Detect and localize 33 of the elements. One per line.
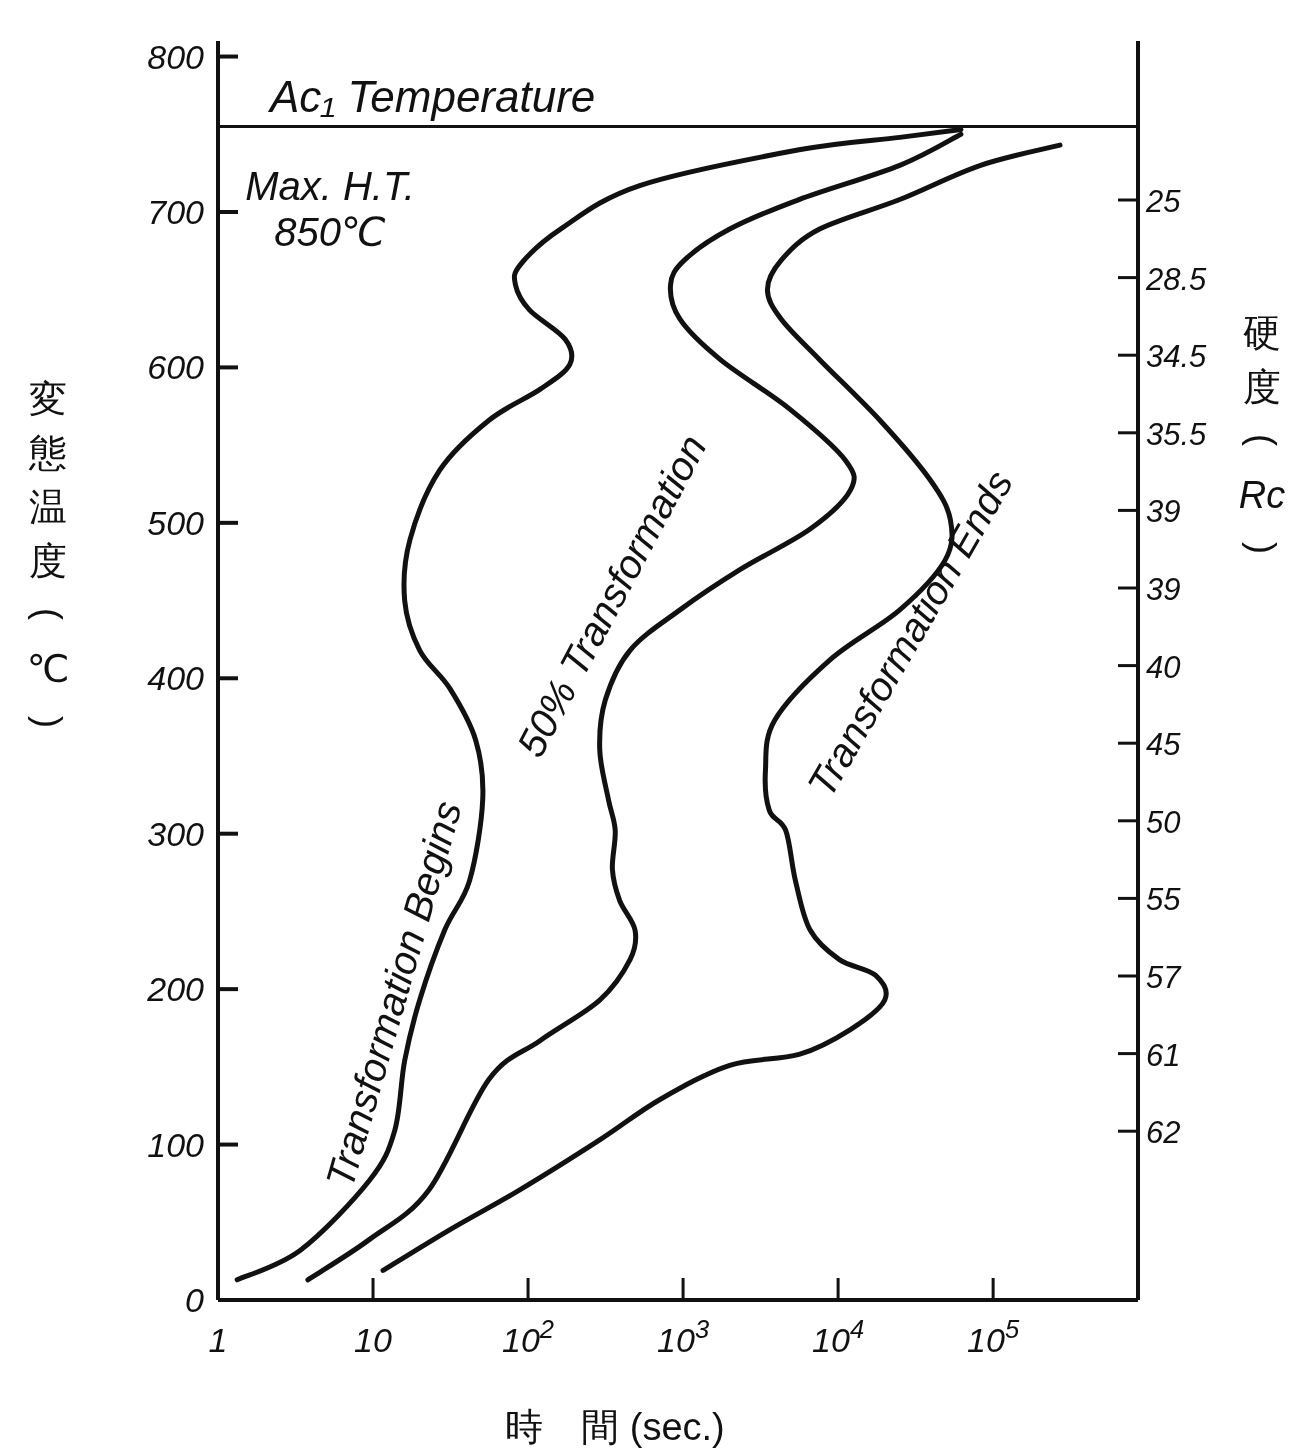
x-tick-label: 10$^{5}$	[967, 1315, 1020, 1359]
category-label: 39	[1146, 494, 1181, 530]
category-label: 55	[1146, 882, 1181, 918]
category-label: 35.5	[1146, 416, 1207, 452]
y-tick-label: 0	[185, 1281, 205, 1319]
x-tick-label: 10$^{2}$	[502, 1315, 555, 1359]
y2-axis-title: 硬度 (Rc)	[1238, 312, 1286, 554]
x-tick-label: 1	[208, 1321, 228, 1359]
y-axis-title: 変態温度 (℃)	[26, 378, 70, 728]
category-label: 28.5	[1146, 261, 1207, 297]
category-label: 50	[1146, 804, 1181, 840]
y-tick-label: 700	[147, 192, 205, 231]
x-tick-label: 10$^{4}$	[812, 1315, 865, 1359]
category-label: 25	[1146, 184, 1181, 219]
category-label: 61	[1146, 1037, 1181, 1073]
x-tick-label: 10$^{3}$	[657, 1315, 710, 1359]
y-tick-label: 300	[147, 814, 205, 853]
y-tick-label: 100	[147, 1125, 205, 1164]
category-label: 39	[1146, 572, 1181, 607]
category-label: 40	[1146, 649, 1181, 685]
category-label: 34.5	[1146, 339, 1207, 375]
x-tick-label: 10	[354, 1321, 393, 1359]
category-label: 45	[1146, 727, 1181, 763]
ref-line-label: Ac₁ Temperature	[267, 72, 596, 122]
y-tick-label: 800	[147, 37, 205, 76]
y-tick-label: 200	[146, 970, 205, 1009]
y-tick-label: 600	[147, 348, 205, 387]
x-axis-title: 時 間 (sec.)	[505, 1406, 725, 1448]
category-label: 57	[1146, 960, 1181, 995]
annotation: Max. H.T. 850℃	[245, 164, 415, 254]
y-tick-label: 500	[147, 503, 205, 542]
category-label: 62	[1146, 1115, 1181, 1151]
y-tick-label: 400	[147, 659, 205, 698]
